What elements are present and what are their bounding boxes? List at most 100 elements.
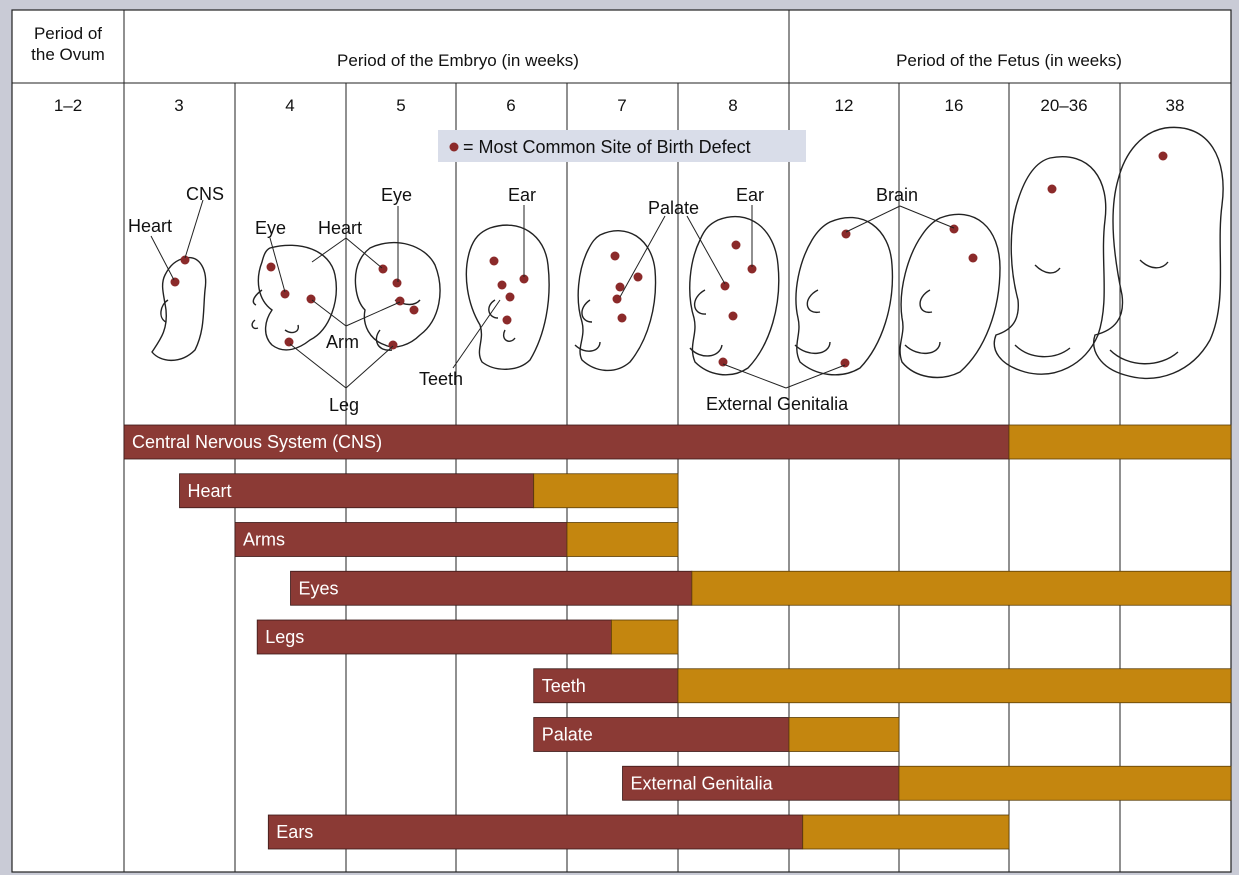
defect-dot <box>284 337 294 347</box>
embryo-week8-drawing <box>689 215 780 376</box>
bar-label: Teeth <box>542 676 586 696</box>
label-heart-week3: Heart <box>128 216 172 236</box>
defect-dot <box>519 274 529 284</box>
bar-minor-segment <box>802 814 1010 850</box>
week-label: 38 <box>1166 96 1185 115</box>
label-cns: CNS <box>186 184 224 204</box>
bar-label: Heart <box>188 481 232 501</box>
bar-label: Palate <box>542 725 593 745</box>
bar-minor-segment <box>1008 424 1232 460</box>
bar-minor-segment <box>611 619 679 655</box>
embryo-week3-drawing <box>151 256 207 362</box>
label-ear-week6: Ear <box>508 185 536 205</box>
label-palate: Palate <box>648 198 699 218</box>
bar-label: External Genitalia <box>631 773 774 793</box>
bar-label: Legs <box>265 627 304 647</box>
label-teeth: Teeth <box>419 369 463 389</box>
fetus-week16-drawing <box>899 213 1001 379</box>
bar-major-segment <box>123 424 1010 460</box>
bar-label: Eyes <box>299 578 339 598</box>
defect-site-dots <box>170 151 1168 368</box>
defect-dot <box>489 256 499 266</box>
label-external-genitalia: External Genitalia <box>706 394 849 414</box>
defect-dot <box>840 358 850 368</box>
bar-minor-segment <box>788 717 900 752</box>
week-label: 7 <box>617 96 626 115</box>
week-label: 3 <box>174 96 183 115</box>
defect-dot <box>747 264 757 274</box>
defect-dot <box>841 229 851 239</box>
bar-minor-segment <box>898 765 1232 801</box>
label-brain: Brain <box>876 185 918 205</box>
bar-label: Ears <box>276 822 313 842</box>
defect-dot <box>610 251 620 261</box>
defect-dot <box>617 313 627 323</box>
defect-dot <box>497 280 507 290</box>
embryo-illustrations <box>151 126 1224 379</box>
week-label: 12 <box>835 96 854 115</box>
header-fetus-period: Period of the Fetus (in weeks) <box>896 51 1122 70</box>
fetus-week20-36-drawing <box>993 156 1107 375</box>
bar-major-segment <box>622 765 900 801</box>
bar-minor-segment <box>691 570 1232 606</box>
bar-major-segment <box>533 717 790 752</box>
defect-dot <box>505 292 515 302</box>
week-label: 5 <box>396 96 405 115</box>
defect-dot <box>720 281 730 291</box>
defect-dot <box>395 296 405 306</box>
defect-dot <box>728 311 738 321</box>
fetus-week12-drawing <box>794 216 894 376</box>
bar-major-segment <box>290 570 693 606</box>
bar-major-segment <box>533 668 679 704</box>
label-eye-week5: Eye <box>381 185 412 205</box>
label-heart-week4: Heart <box>318 218 362 238</box>
label-ear-week8: Ear <box>736 185 764 205</box>
label-leg: Leg <box>329 395 359 415</box>
defect-dot <box>718 357 728 367</box>
legend-text: = Most Common Site of Birth Defect <box>463 137 751 157</box>
defect-dot <box>1158 151 1168 161</box>
defect-dot <box>409 305 419 315</box>
legend-dot-icon <box>449 142 459 152</box>
week-label: 1–2 <box>54 96 82 115</box>
week-labels: 1–2 3 4 5 6 7 8 12 16 20–36 38 <box>54 96 1185 115</box>
header-ovum-line1: Period of <box>34 24 102 43</box>
legend-background <box>438 130 806 162</box>
bar-major-segment <box>179 473 535 509</box>
bar-major-segment <box>267 814 804 850</box>
leader-lines <box>150 199 955 389</box>
defect-dot <box>633 272 643 282</box>
week-label: 4 <box>285 96 294 115</box>
sensitivity-bars: Central Nervous System (CNS) Heart Arms Eye… <box>123 424 1232 850</box>
defect-dot <box>170 277 180 287</box>
diagram-labels: CNS Heart Eye Heart Eye Arm Leg Teeth Ea… <box>128 184 918 415</box>
bar-minor-segment <box>533 473 679 509</box>
defect-dot <box>388 340 398 350</box>
defect-dot <box>968 253 978 263</box>
week-label: 8 <box>728 96 737 115</box>
embryo-week6-drawing <box>465 224 550 370</box>
defect-dot <box>280 289 290 299</box>
fetus-week38-drawing <box>1093 126 1224 379</box>
week-label: 16 <box>945 96 964 115</box>
label-arm: Arm <box>326 332 359 352</box>
defect-dot <box>1047 184 1057 194</box>
defect-dot <box>731 240 741 250</box>
defect-dot <box>266 262 276 272</box>
bar-minor-segment <box>566 522 679 557</box>
defect-dot <box>612 294 622 304</box>
bar-label: Central Nervous System (CNS) <box>132 432 382 452</box>
bar-label: Arms <box>243 530 285 550</box>
week-label: 20–36 <box>1040 96 1087 115</box>
week-label: 6 <box>506 96 515 115</box>
defect-dot <box>180 255 190 265</box>
legend: = Most Common Site of Birth Defect <box>438 130 806 162</box>
header-ovum-line2: the Ovum <box>31 45 105 64</box>
embryo-week4-drawing <box>251 244 337 351</box>
bar-minor-segment <box>677 668 1232 704</box>
defect-dot <box>392 278 402 288</box>
defect-dot <box>615 282 625 292</box>
label-eye-week4: Eye <box>255 218 286 238</box>
embryo-week7-drawing <box>574 230 657 372</box>
bar-major-segment <box>256 619 612 655</box>
